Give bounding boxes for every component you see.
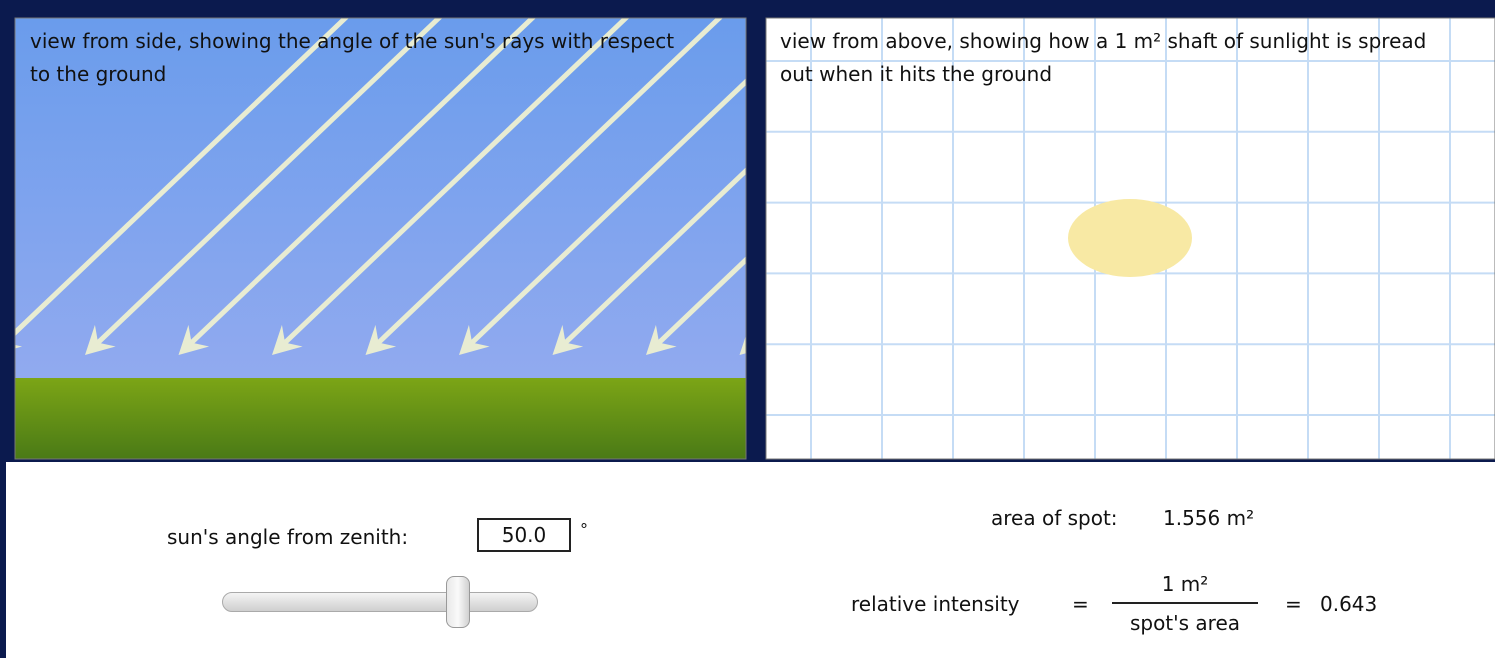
- ray-head: [272, 324, 303, 355]
- ray-head: [552, 324, 584, 355]
- numerator: 1 m²: [1161, 572, 1209, 596]
- ray-head: [739, 335, 746, 355]
- ray: [374, 18, 723, 347]
- ray: [468, 78, 746, 347]
- ray-head: [178, 324, 210, 355]
- top-caption: view from above, showing how a 1 m² shaf…: [780, 29, 1427, 86]
- angle-label: sun's angle from zenith:: [167, 525, 409, 549]
- ray: [15, 18, 349, 337]
- top-frame: [765, 17, 1495, 460]
- denominator: spot's area: [1129, 611, 1241, 635]
- area-value: 1.556 m²: [1163, 506, 1255, 530]
- ray: [187, 18, 536, 347]
- intensity-value: 0.643: [1320, 592, 1378, 616]
- ray-head: [85, 324, 116, 355]
- ray: [561, 167, 746, 347]
- ray-head: [15, 344, 23, 349]
- slider-thumb[interactable]: [446, 576, 470, 628]
- fraction-bar: [1112, 602, 1258, 604]
- ray-head: [646, 324, 677, 355]
- sun-rays: [15, 18, 746, 355]
- slider-track[interactable]: [222, 592, 538, 612]
- control-area: [6, 462, 1495, 658]
- equals-sign: =: [1072, 592, 1089, 616]
- ray: [281, 18, 630, 347]
- ray-head: [459, 324, 490, 355]
- ray-head: [365, 324, 397, 355]
- sun-spot: [1068, 199, 1192, 277]
- ray: [94, 18, 443, 347]
- side-frame: [14, 17, 747, 460]
- angle-unit: °: [580, 520, 588, 539]
- side-caption: view from side, showing the angle of the…: [30, 29, 675, 86]
- angle-input[interactable]: 50.0: [477, 518, 571, 552]
- equals-sign: =: [1285, 592, 1302, 616]
- ray: [655, 256, 746, 347]
- panels: [14, 17, 1495, 460]
- intensity-label: relative intensity: [851, 592, 1020, 616]
- ground: [15, 378, 746, 459]
- area-label: area of spot:: [991, 506, 1118, 530]
